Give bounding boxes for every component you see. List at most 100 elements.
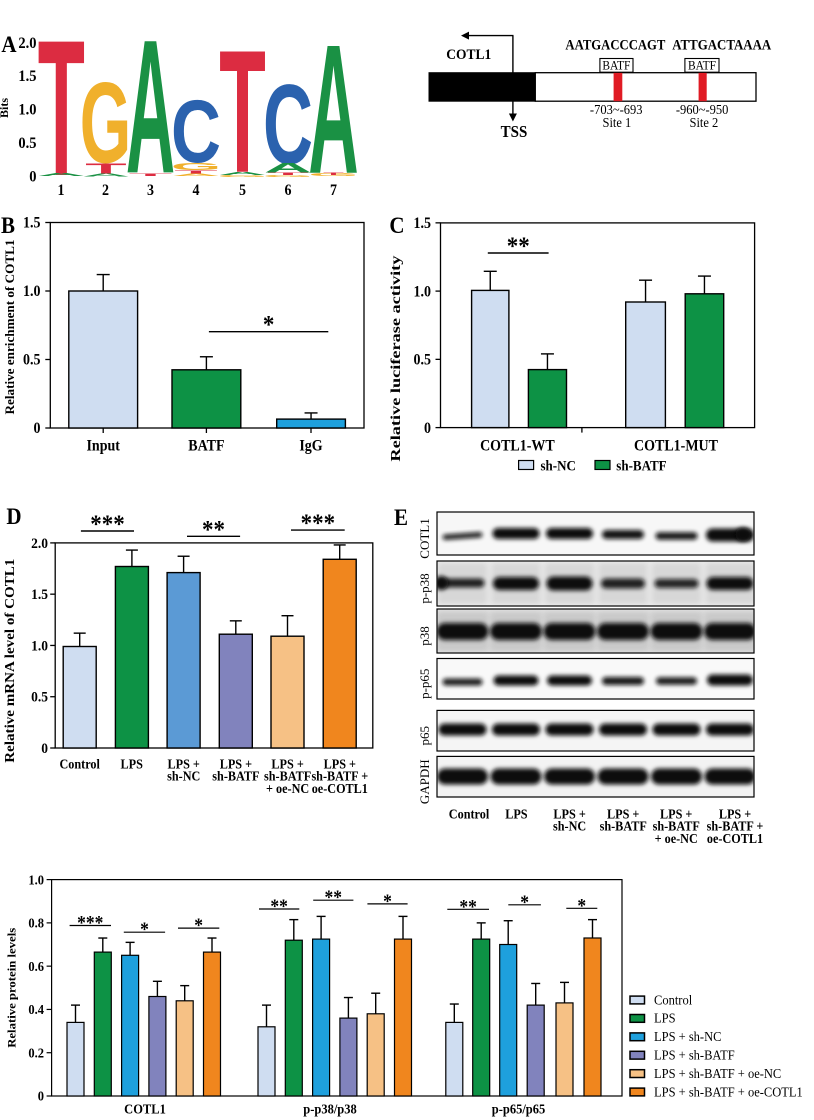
svg-text:G: G	[263, 175, 313, 178]
svg-text:1.0: 1.0	[414, 284, 431, 301]
svg-text:**: **	[507, 232, 530, 260]
svg-text:TSS: TSS	[501, 123, 528, 141]
svg-text:COTL1-MUT: COTL1-MUT	[634, 438, 718, 455]
svg-text:Input: Input	[86, 438, 120, 455]
svg-text:COTL1: COTL1	[417, 518, 432, 558]
svg-text:AATGACCCAGT: AATGACCCAGT	[565, 37, 665, 53]
svg-text:BATF: BATF	[188, 438, 224, 455]
svg-text:C: C	[389, 212, 404, 238]
svg-text:LPS +: LPS +	[324, 756, 356, 772]
svg-text:-703~-693: -703~-693	[590, 101, 643, 117]
svg-text:0.2: 0.2	[28, 1045, 44, 1061]
svg-text:A: A	[37, 172, 85, 177]
svg-text:Control: Control	[654, 992, 692, 1008]
svg-text:-960~-950: -960~-950	[676, 101, 729, 117]
svg-text:**: **	[270, 896, 287, 918]
svg-text:LPS +: LPS +	[553, 806, 585, 822]
svg-text:**: **	[202, 515, 225, 543]
svg-text:1.5: 1.5	[31, 587, 48, 604]
svg-text:sh-BATF: sh-BATF	[616, 458, 666, 474]
svg-text:2.0: 2.0	[31, 535, 48, 552]
svg-text:1.5: 1.5	[23, 215, 40, 232]
svg-text:LPS +: LPS +	[168, 756, 200, 772]
svg-text:LPS +: LPS +	[607, 806, 639, 822]
svg-text:0: 0	[424, 420, 431, 437]
svg-text:Relative luciferase activity: Relative luciferase activity	[388, 255, 403, 461]
svg-text:6: 6	[284, 182, 291, 199]
svg-text:***: ***	[90, 510, 124, 538]
svg-text:T: T	[85, 160, 126, 177]
svg-text:1.5: 1.5	[414, 215, 431, 232]
svg-text:0.5: 0.5	[23, 352, 40, 369]
svg-text:p65: p65	[417, 726, 432, 746]
svg-text:*: *	[194, 915, 203, 937]
svg-text:T: T	[323, 172, 344, 176]
svg-text:COTL1: COTL1	[124, 1101, 166, 1117]
svg-text:Control: Control	[60, 756, 101, 772]
svg-text:C: C	[171, 82, 221, 181]
svg-text:sh-BATF: sh-BATF	[600, 818, 647, 834]
svg-text:A: A	[82, 173, 130, 178]
svg-text:COTL1-WT: COTL1-WT	[480, 438, 555, 455]
svg-text:oe-COTL1: oe-COTL1	[707, 830, 763, 846]
svg-text:GAPDH: GAPDH	[417, 759, 432, 804]
svg-text:***: ***	[77, 912, 103, 934]
svg-text:sh-BATF +: sh-BATF +	[311, 768, 368, 784]
svg-text:LPS + sh-NC: LPS + sh-NC	[654, 1028, 722, 1044]
svg-text:LPS +: LPS +	[660, 806, 692, 822]
svg-text:LPS: LPS	[505, 806, 527, 822]
svg-text:*: *	[263, 311, 274, 339]
svg-text:1.0: 1.0	[28, 872, 44, 888]
svg-text:Bits: Bits	[0, 98, 11, 118]
svg-text:Control: Control	[449, 806, 490, 822]
svg-text:LPS + sh-BATF + oe-COTL1: LPS + sh-BATF + oe-COTL1	[654, 1084, 803, 1100]
svg-text:1.0: 1.0	[31, 638, 48, 655]
svg-text:E: E	[394, 504, 408, 530]
svg-text:0.6: 0.6	[28, 958, 44, 974]
svg-text:0.5: 0.5	[31, 689, 48, 706]
svg-text:0: 0	[33, 421, 40, 438]
svg-text:0.4: 0.4	[28, 1001, 44, 1017]
svg-text:sh-BATF +: sh-BATF +	[707, 818, 764, 834]
svg-text:T: T	[267, 172, 308, 176]
svg-text:1.0: 1.0	[18, 101, 36, 119]
svg-text:LPS +: LPS +	[271, 756, 303, 772]
svg-text:BATF: BATF	[602, 58, 630, 73]
svg-text:Relative enrichment of COTL1: Relative enrichment of COTL1	[2, 240, 17, 415]
svg-text:3: 3	[147, 182, 154, 199]
svg-text:sh-BATF: sh-BATF	[264, 768, 311, 784]
svg-text:A: A	[126, 1, 175, 214]
svg-text:A: A	[172, 173, 220, 177]
svg-text:**: **	[325, 887, 342, 909]
svg-text:+ oe-NC: + oe-NC	[266, 780, 309, 796]
svg-text:A: A	[1, 31, 16, 57]
svg-text:p-p38: p-p38	[417, 573, 432, 603]
svg-text:T: T	[174, 169, 218, 174]
svg-text:p-p38/p38: p-p38/p38	[303, 1101, 357, 1117]
svg-text:A: A	[264, 161, 312, 176]
svg-text:*: *	[383, 891, 392, 913]
svg-text:1.5: 1.5	[18, 67, 36, 85]
svg-text:oe-COTL1: oe-COTL1	[312, 780, 368, 796]
svg-text:T: T	[129, 173, 173, 177]
svg-text:2.0: 2.0	[18, 34, 36, 52]
svg-text:LPS: LPS	[654, 1010, 676, 1026]
svg-text:***: ***	[301, 509, 335, 537]
svg-text:D: D	[6, 503, 21, 529]
svg-text:G: G	[80, 58, 131, 187]
svg-text:Site 1: Site 1	[602, 114, 631, 130]
svg-text:LPS +: LPS +	[719, 806, 751, 822]
svg-text:+ oe-NC: + oe-NC	[655, 830, 698, 846]
svg-text:sh-NC: sh-NC	[541, 458, 576, 474]
svg-text:Relative mRNA level of COTL1: Relative mRNA level of COTL1	[2, 558, 17, 762]
svg-text:G: G	[308, 172, 358, 177]
svg-text:Relative protein levels: Relative protein levels	[5, 927, 19, 1047]
svg-text:0: 0	[38, 1088, 45, 1104]
svg-text:1.0: 1.0	[23, 284, 40, 301]
svg-text:sh-NC: sh-NC	[553, 818, 586, 834]
svg-text:p-p65/p65: p-p65/p65	[492, 1101, 546, 1117]
svg-text:*: *	[520, 891, 529, 913]
svg-text:*: *	[140, 919, 149, 941]
svg-text:ATTGACTAAAA: ATTGACTAAAA	[672, 37, 771, 53]
svg-text:B: B	[1, 212, 15, 238]
